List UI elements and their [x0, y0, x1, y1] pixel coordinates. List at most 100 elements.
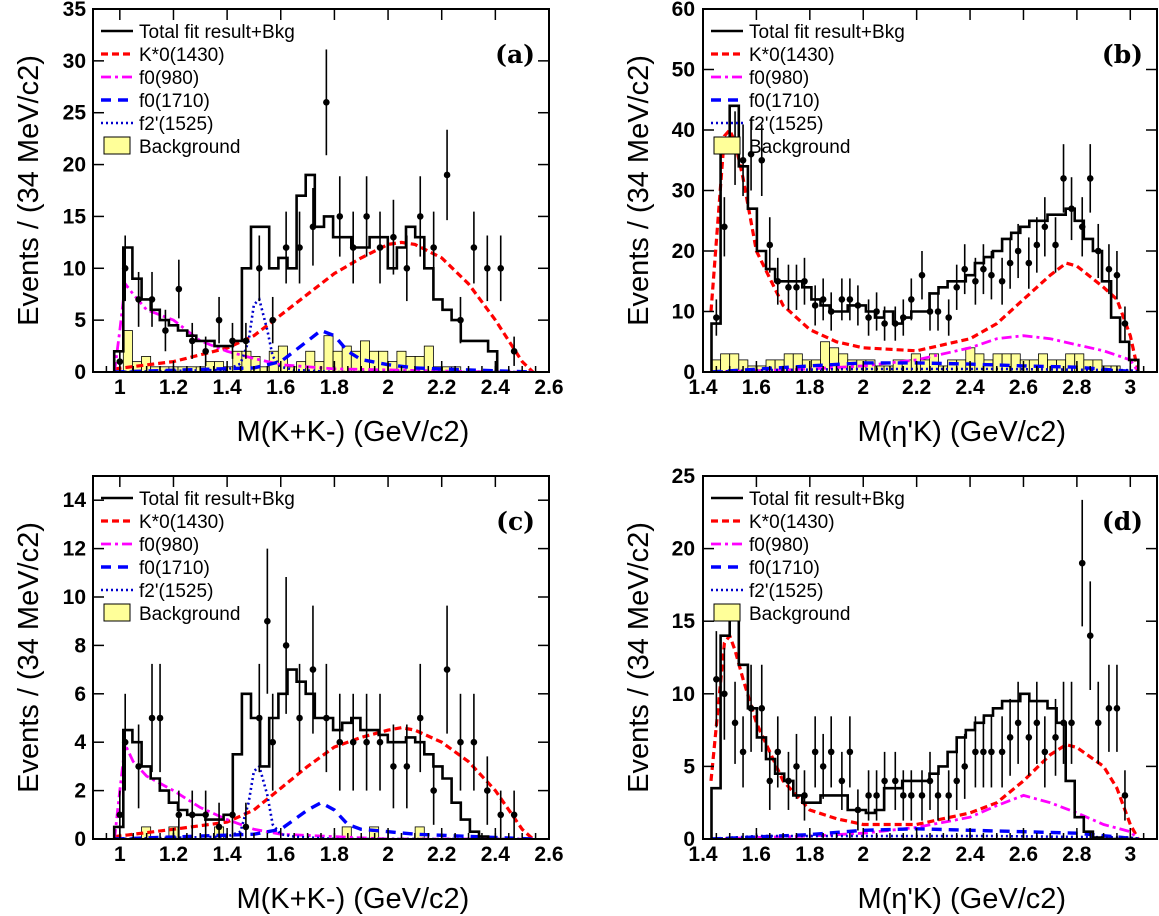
y-tick-label: 35 [63, 0, 87, 21]
data-point [135, 763, 142, 770]
x-tick-label: 2 [857, 376, 869, 399]
y-axis-title: Events / (34 MeV/c2) [623, 55, 655, 326]
legend-label: Background [749, 604, 850, 625]
panel-label: (d) [1102, 507, 1143, 536]
background-bin [423, 345, 434, 372]
data-point [390, 233, 397, 241]
y-tick-label: 20 [63, 154, 86, 177]
total-fit-step [112, 668, 498, 839]
curve-k01430 [114, 726, 534, 839]
data-point [1094, 719, 1102, 727]
data-point [1025, 259, 1033, 267]
data-point [510, 811, 518, 819]
data-point [758, 156, 766, 164]
data-point [865, 792, 872, 799]
y-axis-title: Events / (34 MeV/c2) [623, 522, 655, 793]
data-point [811, 302, 819, 309]
data-point [846, 296, 854, 303]
y-tick-label: 8 [74, 634, 86, 657]
data-point [1078, 559, 1086, 567]
y-tick-label: 0 [683, 828, 695, 851]
data-point [980, 265, 987, 273]
panel-label: (a) [495, 40, 535, 69]
data-point [390, 763, 397, 770]
data-point [961, 763, 969, 770]
data-point [269, 738, 277, 746]
y-tick-label: 0 [683, 361, 695, 384]
panel-label: (b) [1102, 40, 1143, 69]
y-tick-label: 20 [672, 240, 695, 263]
data-point [1060, 175, 1067, 182]
x-tick-label: 2.2 [902, 843, 931, 866]
data-point [363, 738, 370, 746]
data-point [961, 265, 969, 273]
data-point [336, 213, 344, 220]
data-point [731, 719, 739, 727]
y-tick-label: 50 [672, 59, 695, 82]
data-point [121, 738, 129, 746]
x-tick-label: 1.6 [742, 843, 771, 866]
panel-c: 1 1.2 1.4 1.6 1.8 2 2.2 2.4 2.6 0 2 4 6 8 10 12 14 M(K+K-… [13, 475, 564, 915]
data-point [801, 277, 808, 285]
data-point [1113, 271, 1121, 279]
legend-label: f0(1710) [139, 91, 210, 112]
data-point [188, 337, 196, 345]
y-axis-title: Events / (34 MeV/c2) [13, 522, 45, 793]
legend-label: f0(1710) [139, 558, 210, 579]
data-point [121, 264, 129, 272]
data-point [1068, 719, 1075, 727]
data-point [484, 264, 491, 272]
x-tick-label: 1.4 [213, 843, 243, 866]
y-tick-label: 40 [672, 119, 695, 142]
x-tick-label: 1.8 [320, 843, 350, 866]
data-point [873, 792, 880, 799]
data-point [827, 748, 835, 756]
data-point [721, 690, 728, 698]
x-tick-label: 1.8 [795, 376, 825, 399]
data-point [497, 264, 505, 272]
x-tick-label: 2.2 [902, 376, 931, 399]
data-point [774, 748, 782, 756]
data-point [918, 271, 926, 279]
data-point [1052, 734, 1059, 741]
legend-label: f2'(1525) [749, 114, 823, 135]
curve-f01710 [710, 361, 1139, 372]
data-point [881, 777, 888, 785]
data-point [403, 264, 411, 272]
data-point [865, 314, 872, 321]
data-point [838, 296, 846, 303]
data-point [899, 792, 907, 799]
data-point [282, 642, 290, 649]
legend-label: f0(980) [139, 68, 199, 89]
data-point [766, 241, 774, 249]
data-point [747, 150, 755, 158]
x-tick-label: 1.6 [266, 843, 295, 866]
data-point [188, 811, 196, 819]
data-point [443, 666, 451, 673]
data-point [819, 296, 827, 303]
data-point [953, 777, 961, 785]
data-point [747, 705, 755, 712]
x-tick-label: 1.6 [266, 376, 295, 399]
data-point [416, 714, 424, 722]
panel-b: 1.4 1.6 1.8 2 2.2 2.4 2.6 2.8 30102030405060M(η'… [623, 0, 1158, 448]
data-point [838, 777, 846, 785]
x-tick-label: 2 [857, 843, 869, 866]
panel-a: 1 1.2 1.4 1.6 1.8 2 2.2 2.4 2.6 0 5 10 15 20 25 30 35 M(K… [13, 0, 564, 448]
y-tick-label: 30 [63, 50, 86, 73]
data-point [713, 675, 720, 683]
data-point [713, 314, 720, 321]
data-point [988, 748, 995, 756]
data-point [323, 714, 330, 722]
legend-label: Total fit result+Bkg [139, 489, 295, 510]
legend-label: K*0(1430) [749, 512, 835, 533]
data-point [309, 223, 317, 231]
data-point [416, 213, 424, 220]
data-point [891, 320, 899, 327]
data-point [1068, 205, 1075, 212]
y-tick-label: 15 [672, 610, 696, 633]
data-point [256, 714, 263, 722]
data-point [891, 777, 899, 785]
x-tick-label: 1.6 [742, 376, 771, 399]
y-tick-label: 25 [63, 102, 87, 125]
